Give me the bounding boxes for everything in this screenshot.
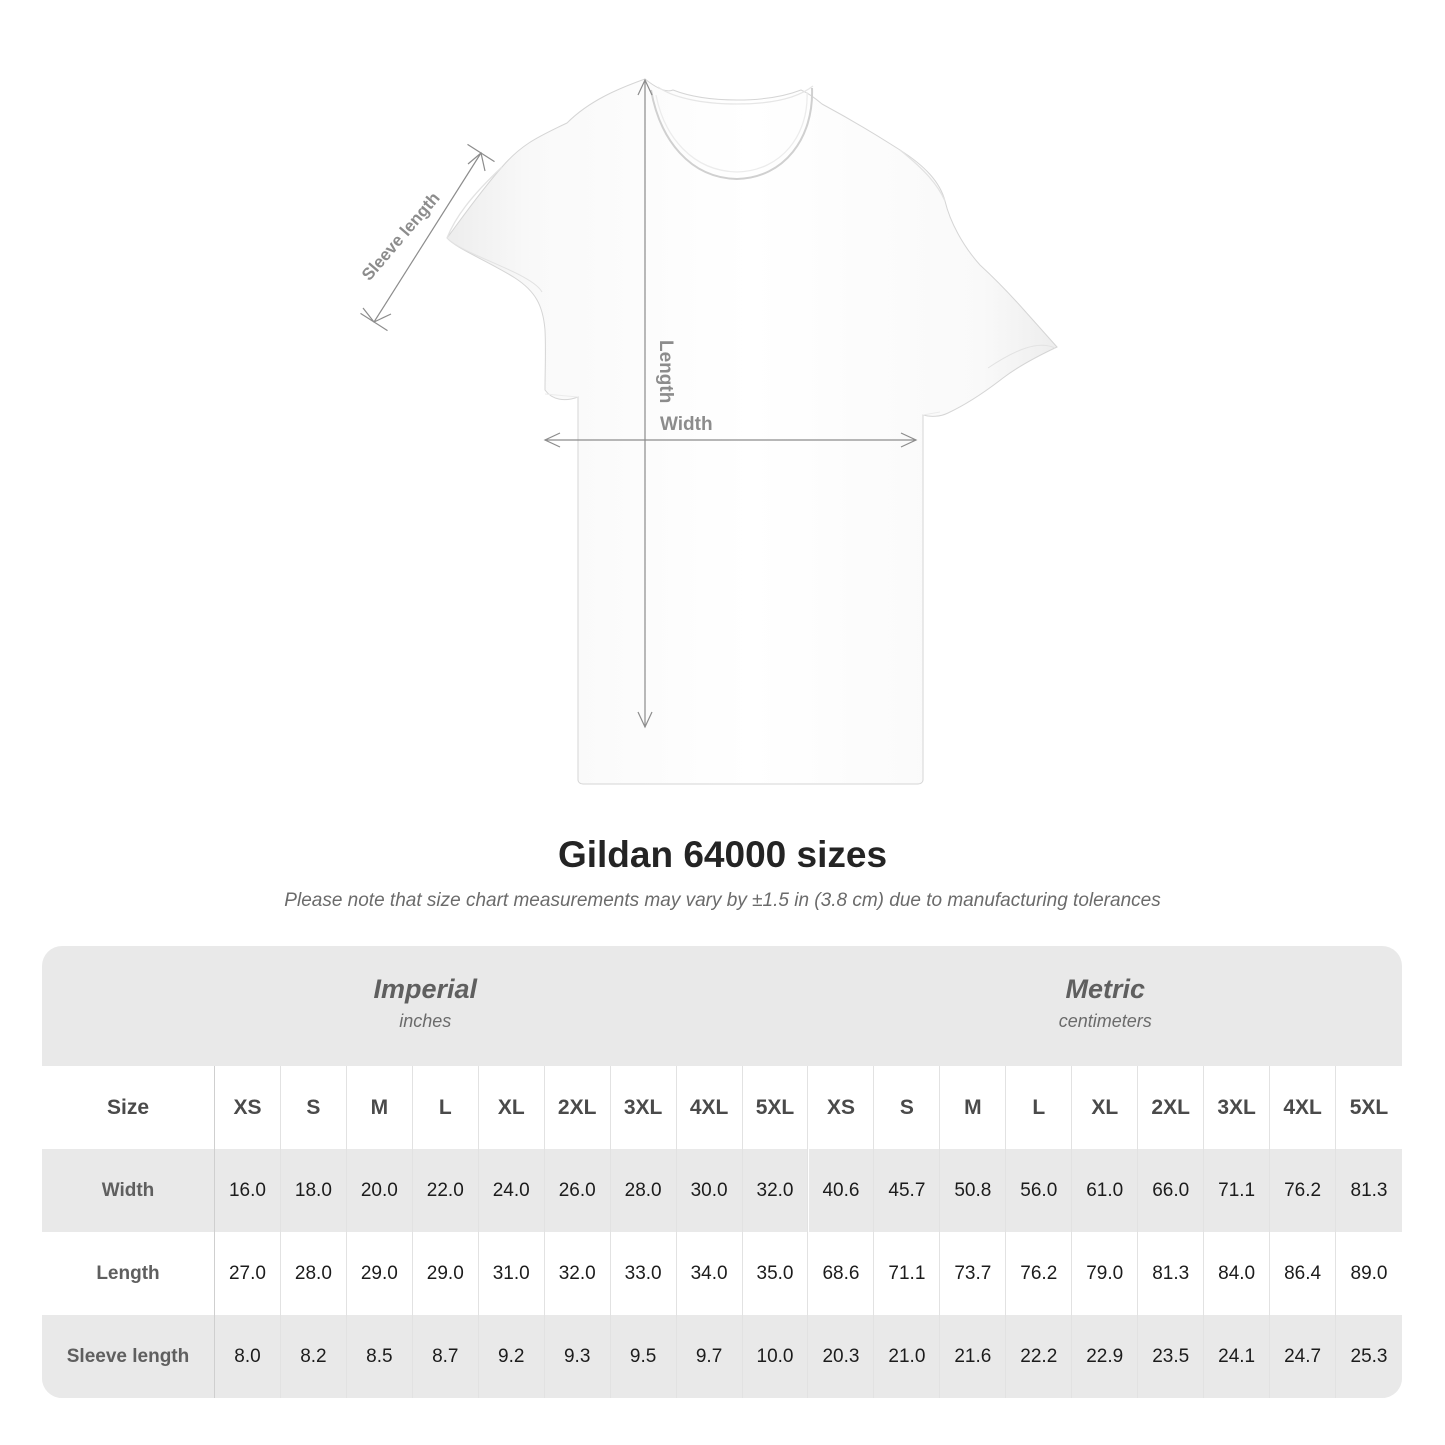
svg-text:Width: Width (660, 414, 713, 435)
svg-text:Length: Length (655, 340, 676, 403)
svg-text:Sleeve length: Sleeve length (358, 189, 444, 285)
